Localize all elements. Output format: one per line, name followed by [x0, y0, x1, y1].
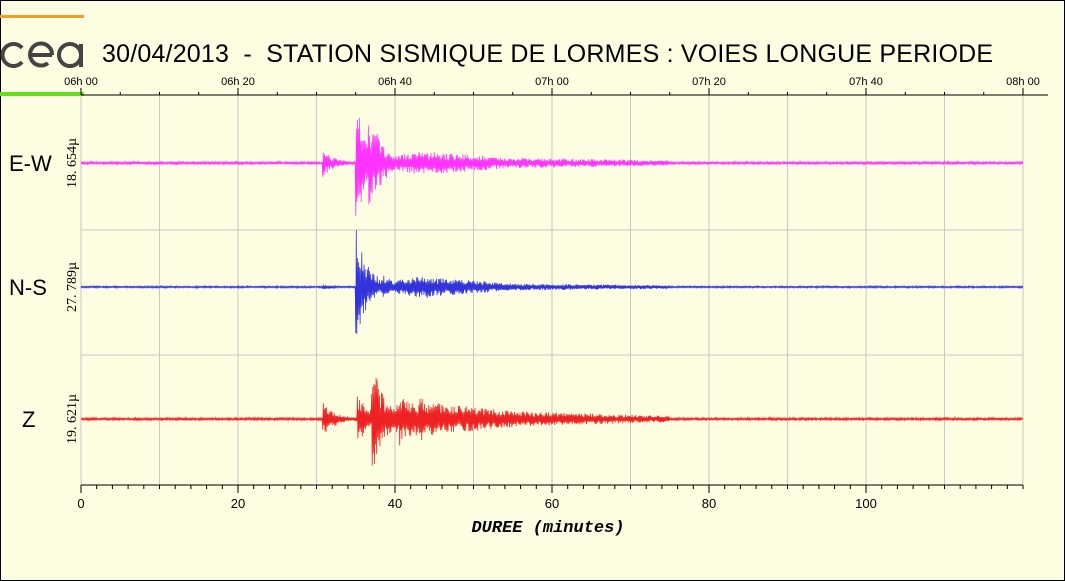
- cea-logo-icon: [0, 15, 84, 96]
- x-axis-tick-label: 20: [231, 496, 245, 511]
- trace-name-label: N-S: [9, 275, 47, 300]
- trace-n-s-line: [80, 230, 1024, 335]
- time-axis-tick-label: 07h 20: [692, 76, 726, 88]
- x-axis-label: DUREE (minutes): [471, 519, 624, 538]
- page-title: 30/04/2013 - STATION SISMIQUE DE LORMES …: [102, 40, 994, 68]
- logo-orange-bar: [0, 15, 84, 18]
- x-axis-tick-label: 100: [855, 496, 877, 511]
- x-axis-tick-label: 0: [77, 496, 84, 511]
- trace-e-w-line: [80, 117, 1024, 216]
- trace-name-label: E-W: [9, 151, 52, 176]
- time-axis-tick-label: 07h 40: [849, 76, 883, 88]
- grid-lines: [80, 95, 1024, 485]
- axes: 06h 00 06h 20 06h 40 07h 00 07h 20 07h 40 08h …: [64, 76, 1048, 538]
- trace-name-label: Z: [22, 407, 35, 432]
- time-axis-tick-label: 08h 00: [1006, 76, 1040, 88]
- logo-letter-c: [0, 42, 24, 68]
- trace-scale-label: 18. 654µ: [65, 138, 80, 188]
- time-axis-tick-label: 06h 40: [378, 76, 412, 88]
- trace-scale-label: 27. 789µ: [65, 262, 80, 312]
- x-axis-tick-label: 40: [388, 496, 402, 511]
- time-axis-tick-label: 07h 00: [535, 76, 569, 88]
- trace-scale-label: 19. 621µ: [65, 394, 80, 444]
- x-axis-tick-label: 60: [545, 496, 559, 511]
- logo-letter-e: [28, 41, 55, 68]
- traces: [80, 117, 1024, 466]
- x-axis-tick-label: 80: [702, 496, 716, 511]
- trace-z-line: [80, 377, 1024, 466]
- labels: E-W 18. 654µ N-S 27. 789µ Z 19. 621µ: [9, 138, 80, 444]
- time-axis-tick-label: 06h 00: [64, 76, 98, 88]
- time-axis-tick-label: 06h 20: [221, 76, 255, 88]
- logo-green-bar: [0, 92, 84, 96]
